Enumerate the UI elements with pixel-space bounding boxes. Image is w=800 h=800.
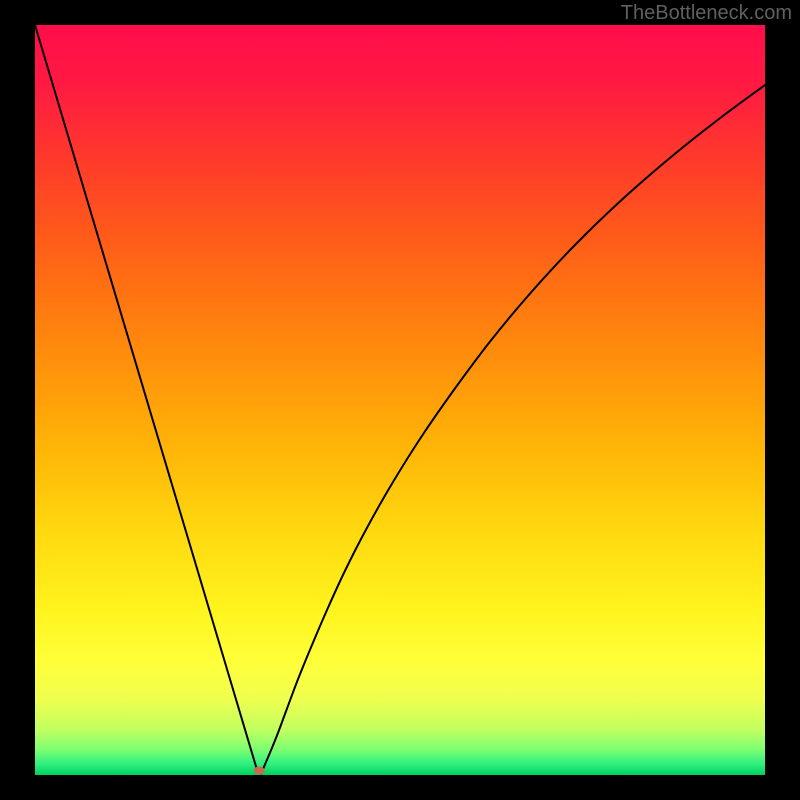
- chart-container: TheBottleneck.com: [0, 0, 800, 800]
- curve-overlay: [35, 25, 765, 775]
- watermark-text: TheBottleneck.com: [621, 2, 792, 25]
